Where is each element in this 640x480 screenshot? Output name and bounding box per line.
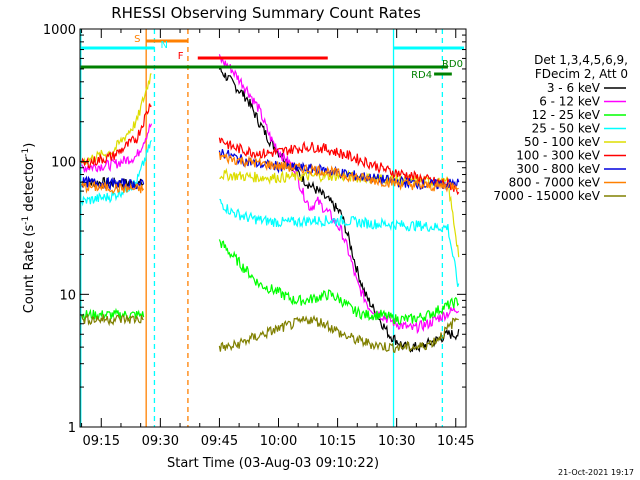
y-tick-label: 100 bbox=[51, 156, 76, 171]
legend-entry-label: 100 - 300 keV bbox=[516, 149, 600, 163]
legend-entry-label: 3 - 6 keV bbox=[547, 81, 601, 95]
state-bar-label: S bbox=[134, 34, 140, 45]
legend-entry-label: 50 - 100 keV bbox=[524, 135, 601, 149]
state-bar-label: N bbox=[160, 40, 167, 51]
legend-entry-label: 800 - 7000 keV bbox=[509, 176, 601, 190]
legend-entry-label: 7000 - 15000 keV bbox=[493, 189, 600, 203]
x-axis-label: Start Time (03-Aug-03 09:10:22) bbox=[167, 456, 379, 471]
x-axis: 09:15 09:30 09:45 10:00 10:15 10:30 10:45 bbox=[81, 29, 474, 449]
legend-header-line-2: FDecim 2, Att 0 bbox=[535, 67, 628, 81]
legend-entry-label: 12 - 25 keV bbox=[532, 108, 601, 122]
x-tick-label: 10:15 bbox=[319, 434, 356, 449]
chart-title: RHESSI Observing Summary Count Rates bbox=[111, 4, 421, 22]
x-tick-label: 09:30 bbox=[142, 434, 179, 449]
legend-entry-label: 25 - 50 keV bbox=[532, 122, 601, 136]
y-axis: 1 10 100 1000 bbox=[43, 23, 466, 436]
state-bar-label: RD0 bbox=[442, 59, 463, 70]
x-tick-label: 10:30 bbox=[378, 434, 415, 449]
series-line bbox=[81, 313, 459, 354]
state-bar-label: F bbox=[178, 51, 184, 62]
plot-area: S NF RD0 RD4 bbox=[80, 29, 464, 427]
plot-frame bbox=[79, 28, 467, 428]
y-axis-label: Count Rate (s-1 detector-1) bbox=[21, 143, 37, 314]
date-stamp: 21-Oct-2021 19:17 bbox=[558, 468, 634, 477]
y-tick-label: 1000 bbox=[43, 23, 76, 38]
y-tick-label: 1 bbox=[68, 421, 76, 436]
series-line bbox=[81, 54, 460, 335]
y-tick-label: 10 bbox=[59, 288, 76, 303]
legend-header-line-1: Det 1,3,4,5,6,9, bbox=[534, 53, 628, 67]
x-tick-label: 10:45 bbox=[437, 434, 474, 449]
x-tick-label: 09:45 bbox=[201, 434, 238, 449]
legend-entry-label: 6 - 12 keV bbox=[539, 95, 601, 109]
x-tick-label: 09:15 bbox=[83, 434, 120, 449]
series-line bbox=[81, 140, 460, 287]
legend-entry-label: 300 - 800 keV bbox=[516, 162, 600, 176]
series-line bbox=[81, 152, 459, 195]
legend: Det 1,3,4,5,6,9, FDecim 2, Att 0 3 - 6 k… bbox=[493, 53, 628, 203]
x-tick-label: 10:00 bbox=[260, 434, 297, 449]
state-bar-label: RD4 bbox=[411, 70, 432, 81]
